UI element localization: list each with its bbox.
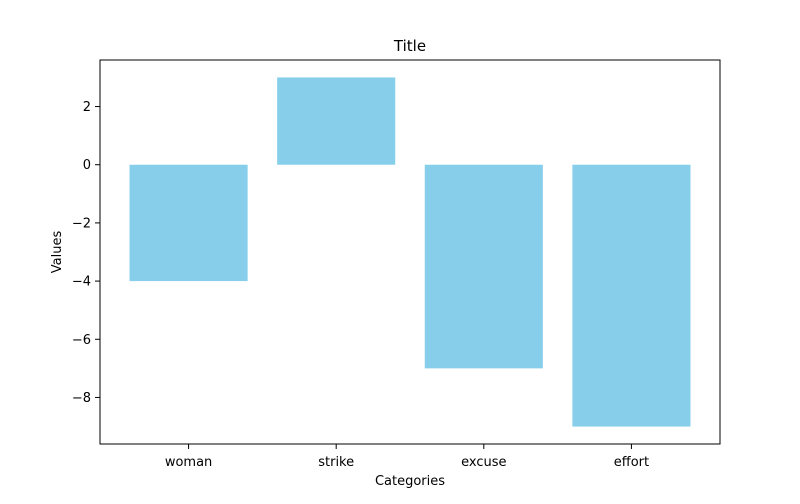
chart-title: Title	[393, 37, 426, 55]
x-axis-title: Categories	[375, 474, 445, 489]
y-tick-label: 0	[83, 158, 91, 173]
y-tick-label: 2	[83, 100, 91, 115]
y-tick-label: −2	[72, 216, 91, 231]
bar-woman	[129, 164, 248, 282]
bar-strike	[277, 77, 396, 165]
y-axis: 2 0 −2 −4 −6 −8	[72, 100, 100, 406]
y-tick-label: −6	[72, 333, 91, 348]
x-tick-label: effort	[614, 455, 649, 470]
x-tick-label: woman	[165, 455, 212, 470]
bars-layer	[129, 77, 691, 427]
x-axis: woman strike excuse effort	[165, 444, 649, 470]
bar-effort	[572, 164, 691, 427]
x-tick-label: strike	[318, 455, 354, 470]
plot-frame	[99, 59, 721, 445]
bar-excuse	[424, 164, 543, 369]
y-tick-label: −8	[72, 391, 91, 406]
y-axis-title: Values	[50, 231, 65, 274]
x-tick-label: excuse	[461, 455, 506, 470]
y-tick-label: −4	[72, 275, 91, 290]
